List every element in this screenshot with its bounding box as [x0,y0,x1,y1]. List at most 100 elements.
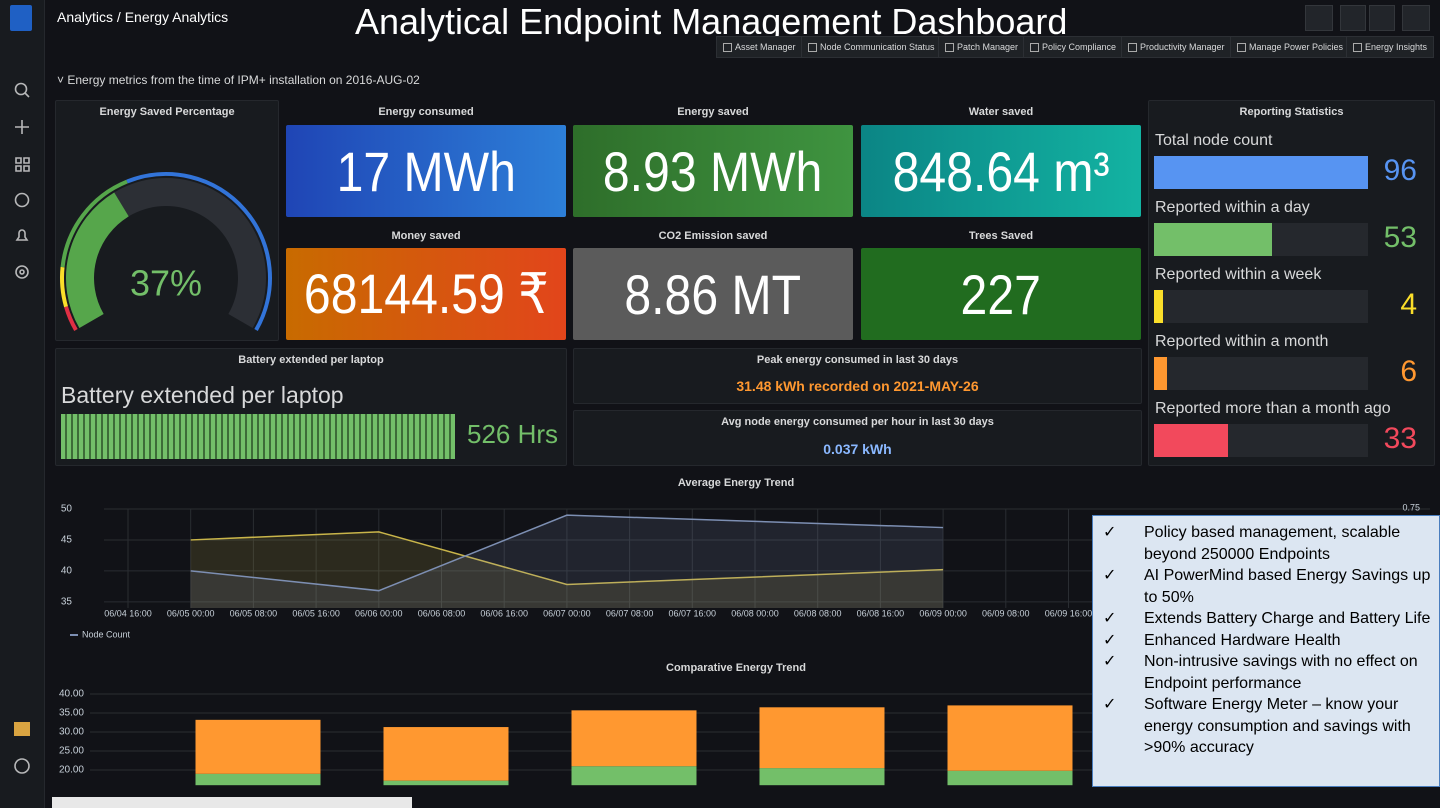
avg-node-panel [573,410,1142,466]
breadcrumb[interactable]: Analytics / Energy Analytics [57,9,229,25]
callout-item: AI PowerMind based Energy Savings up to … [1103,565,1431,608]
scrollbar[interactable] [52,797,412,808]
x-tick-label: 06/08 16:00 [857,608,905,618]
legend-label: Node Count [82,629,131,639]
x-tick-label: 06/04 16:00 [104,608,152,618]
y-tick-label: 40 [61,566,73,577]
sidebar [0,0,45,808]
callout-item: Policy based management, scalable beyond… [1103,522,1431,565]
peak-value: 31.48 kWh recorded on 2021-MAY-26 [736,378,979,394]
stat-tile: 848.64 m³ [861,125,1141,217]
sidebar-icons [14,82,30,774]
stat-label: Reported within a month [1155,333,1329,350]
panel-title: Reporting Statistics [1239,106,1344,118]
save-button[interactable] [1340,5,1366,31]
search-icon[interactable] [14,82,28,96]
settings-icon[interactable] [15,265,29,279]
stat-tile: 8.93 MWh [573,125,853,217]
gauge-threshold [60,179,128,268]
nav-link[interactable]: Asset Manager [716,36,803,58]
nav-link[interactable]: Manage Power Policies [1230,36,1351,58]
x-tick-label: 06/05 16:00 [292,608,340,618]
bar-segment [383,727,509,781]
panel-title: CO2 Emission saved [658,230,768,242]
panel-title: Water saved [968,106,1034,118]
x-tick-label: 06/09 16:00 [1045,608,1093,618]
x-tick-label: 06/05 08:00 [230,608,278,618]
section-title[interactable]: ˅ Energy metrics from the time of IPM+ i… [57,73,420,87]
battery-value: 526 Hrs [467,419,559,449]
y-tick-label: 35 [61,596,73,607]
bar-segment [947,770,1073,786]
stat-value: 17 MWh [336,139,516,203]
x-tick-label: 06/07 00:00 [543,608,591,618]
series-line [190,531,944,586]
callout-item: Non-intrusive savings with no effect on … [1103,651,1431,694]
bar-segment [759,707,885,769]
feature-callout: Policy based management, scalable beyond… [1092,515,1440,787]
tv-button[interactable] [1402,5,1430,31]
series-line [190,514,944,592]
callout-item: Software Energy Meter – know your energy… [1103,694,1431,759]
gauge-value: 37% [130,263,202,304]
stat-label: Total node count [1155,132,1273,149]
nav-link[interactable]: Node Communication Status [801,36,942,58]
stat-value: 68144.59 ₹ [303,262,549,325]
explore-icon[interactable] [14,192,30,208]
dashboards-icon[interactable] [15,157,30,172]
nav-link[interactable]: Patch Manager [938,36,1026,58]
gauge-threshold [60,266,68,308]
avg-node-value: 0.037 kWh [823,441,892,457]
alert-icon[interactable] [15,229,29,241]
nav-link[interactable]: Energy Insights [1346,36,1435,58]
stat-value: 848.64 m³ [892,139,1110,203]
stat-value: 6 [1400,355,1417,388]
bar-track [1154,290,1368,323]
series-area [190,531,944,608]
bar-segment [571,710,697,767]
nav-link[interactable]: Productivity Manager [1121,36,1232,58]
settings-button[interactable] [1369,5,1395,31]
y-tick-label: 35.00 [59,708,84,719]
x-tick-label: 06/05 00:00 [167,608,215,618]
stat-value: 8.93 MWh [603,139,823,203]
callout-item: Enhanced Hardware Health [1103,630,1431,652]
add-icon[interactable] [15,120,29,134]
bar [1154,290,1163,323]
bar [1154,424,1228,457]
panel-title: Money saved [391,230,461,242]
x-tick-label: 06/09 00:00 [919,608,967,618]
bar-track [1154,357,1368,390]
panel-title: Avg node energy consumed per hour in las… [721,416,994,428]
bar-segment [759,768,885,786]
y-tick-label: 45 [61,535,73,546]
peak-panel [573,348,1142,404]
panel-title: Battery extended per laptop [238,354,384,366]
avatar[interactable] [14,722,30,736]
gauge-threshold [126,172,272,331]
add-panel-button[interactable] [1305,5,1333,31]
page-title: Analytical Endpoint Management Dashboard [355,1,1068,42]
series-area [190,515,944,608]
x-tick-label: 06/08 00:00 [731,608,779,618]
section-title-text: Energy metrics from the time of IPM+ ins… [67,73,420,87]
stat-label: Reported within a week [1155,266,1322,283]
battery-heading: Battery extended per laptop [61,382,344,408]
x-tick-label: 06/06 00:00 [355,608,403,618]
stat-value: 227 [960,262,1042,326]
bar [1154,156,1368,189]
stat-tile: 227 [861,248,1141,340]
bar [1154,357,1168,390]
gauge-threshold [64,306,78,331]
bar-segment [383,780,509,786]
y-tick-label: 25.00 [59,746,84,757]
nav-link[interactable]: Policy Compliance [1023,36,1124,58]
y2-tick-label: 0.75 [1402,502,1420,512]
stat-label: Reported more than a month ago [1155,400,1391,417]
bar-segment [947,705,1073,771]
stat-tile: 17 MWh [286,125,566,217]
logo[interactable] [10,5,32,31]
stat-value: 4 [1400,288,1417,321]
help-icon[interactable] [14,758,30,774]
